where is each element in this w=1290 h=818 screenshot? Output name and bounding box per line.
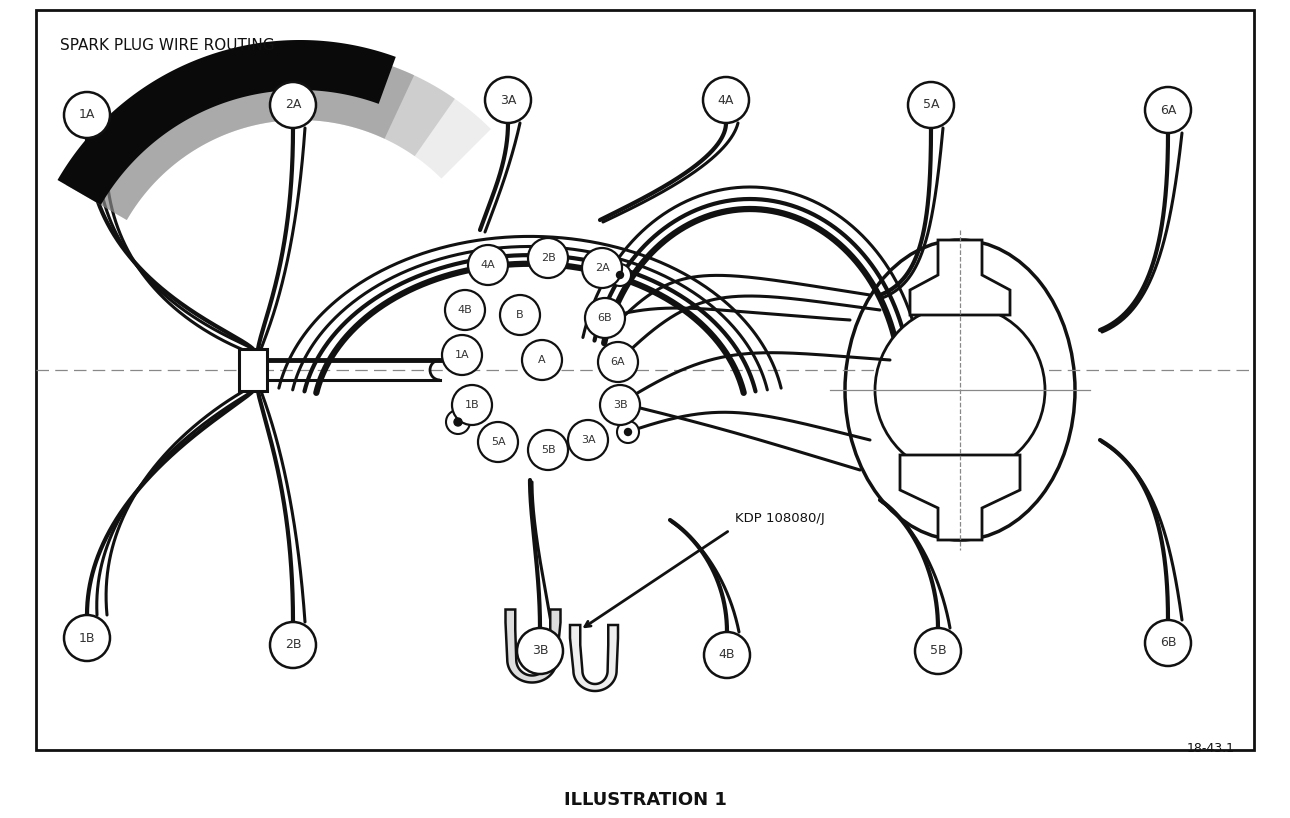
- Text: 5A: 5A: [490, 437, 506, 447]
- Ellipse shape: [845, 240, 1075, 540]
- Polygon shape: [909, 240, 1010, 315]
- Circle shape: [704, 632, 749, 678]
- Circle shape: [528, 238, 568, 278]
- Text: 6B: 6B: [1160, 636, 1176, 649]
- Bar: [239, 349, 267, 391]
- Circle shape: [609, 264, 631, 286]
- Text: 1A: 1A: [79, 109, 95, 122]
- Text: A: A: [538, 355, 546, 365]
- Text: 2A: 2A: [595, 263, 609, 273]
- Text: 3B: 3B: [613, 400, 627, 410]
- Polygon shape: [506, 609, 560, 682]
- Text: KDP 108080/J: KDP 108080/J: [735, 512, 824, 525]
- Text: 2B: 2B: [285, 639, 302, 651]
- Text: 5B: 5B: [930, 645, 947, 658]
- Polygon shape: [58, 40, 396, 205]
- Text: 5A: 5A: [922, 98, 939, 111]
- Circle shape: [468, 245, 508, 285]
- Text: 3A: 3A: [499, 93, 516, 106]
- Text: 6A: 6A: [1160, 104, 1176, 116]
- Text: B: B: [516, 310, 524, 320]
- Circle shape: [454, 418, 462, 426]
- Text: 18-43.1: 18-43.1: [1187, 741, 1235, 754]
- Circle shape: [501, 295, 541, 335]
- Polygon shape: [66, 50, 414, 220]
- Text: 2B: 2B: [541, 253, 556, 263]
- Text: 3A: 3A: [580, 435, 595, 445]
- Text: 5B: 5B: [541, 445, 555, 455]
- Circle shape: [617, 421, 639, 443]
- Circle shape: [64, 615, 110, 661]
- Circle shape: [485, 77, 531, 123]
- Polygon shape: [900, 455, 1020, 540]
- Circle shape: [599, 342, 639, 382]
- Text: 4A: 4A: [717, 93, 734, 106]
- Circle shape: [703, 77, 749, 123]
- Text: 6A: 6A: [610, 357, 626, 367]
- Circle shape: [528, 430, 568, 470]
- Circle shape: [479, 422, 519, 462]
- Polygon shape: [66, 50, 455, 220]
- Circle shape: [446, 410, 470, 434]
- Circle shape: [445, 290, 485, 330]
- Text: 4B: 4B: [719, 649, 735, 662]
- Circle shape: [451, 385, 491, 425]
- Polygon shape: [570, 625, 618, 691]
- Circle shape: [522, 340, 562, 380]
- Circle shape: [582, 248, 622, 288]
- Text: ILLUSTRATION 1: ILLUSTRATION 1: [564, 791, 726, 809]
- Circle shape: [875, 305, 1045, 475]
- Circle shape: [624, 429, 632, 435]
- Circle shape: [584, 298, 624, 338]
- Circle shape: [915, 628, 961, 674]
- Polygon shape: [66, 50, 491, 220]
- Text: 1B: 1B: [464, 400, 480, 410]
- Circle shape: [517, 628, 562, 674]
- Text: 1A: 1A: [454, 350, 470, 360]
- Circle shape: [1146, 620, 1191, 666]
- Text: 4B: 4B: [458, 305, 472, 315]
- Circle shape: [617, 272, 623, 278]
- Circle shape: [270, 82, 316, 128]
- Circle shape: [600, 385, 640, 425]
- Circle shape: [442, 335, 482, 375]
- Text: 1B: 1B: [79, 631, 95, 645]
- Text: 6B: 6B: [597, 313, 613, 323]
- Circle shape: [1146, 87, 1191, 133]
- Text: 3B: 3B: [531, 645, 548, 658]
- Text: 2A: 2A: [285, 98, 301, 111]
- Circle shape: [568, 420, 608, 460]
- Text: SPARK PLUG WIRE ROUTING: SPARK PLUG WIRE ROUTING: [61, 38, 275, 53]
- Circle shape: [64, 92, 110, 138]
- Text: 4A: 4A: [481, 260, 495, 270]
- Circle shape: [908, 82, 955, 128]
- Circle shape: [270, 622, 316, 668]
